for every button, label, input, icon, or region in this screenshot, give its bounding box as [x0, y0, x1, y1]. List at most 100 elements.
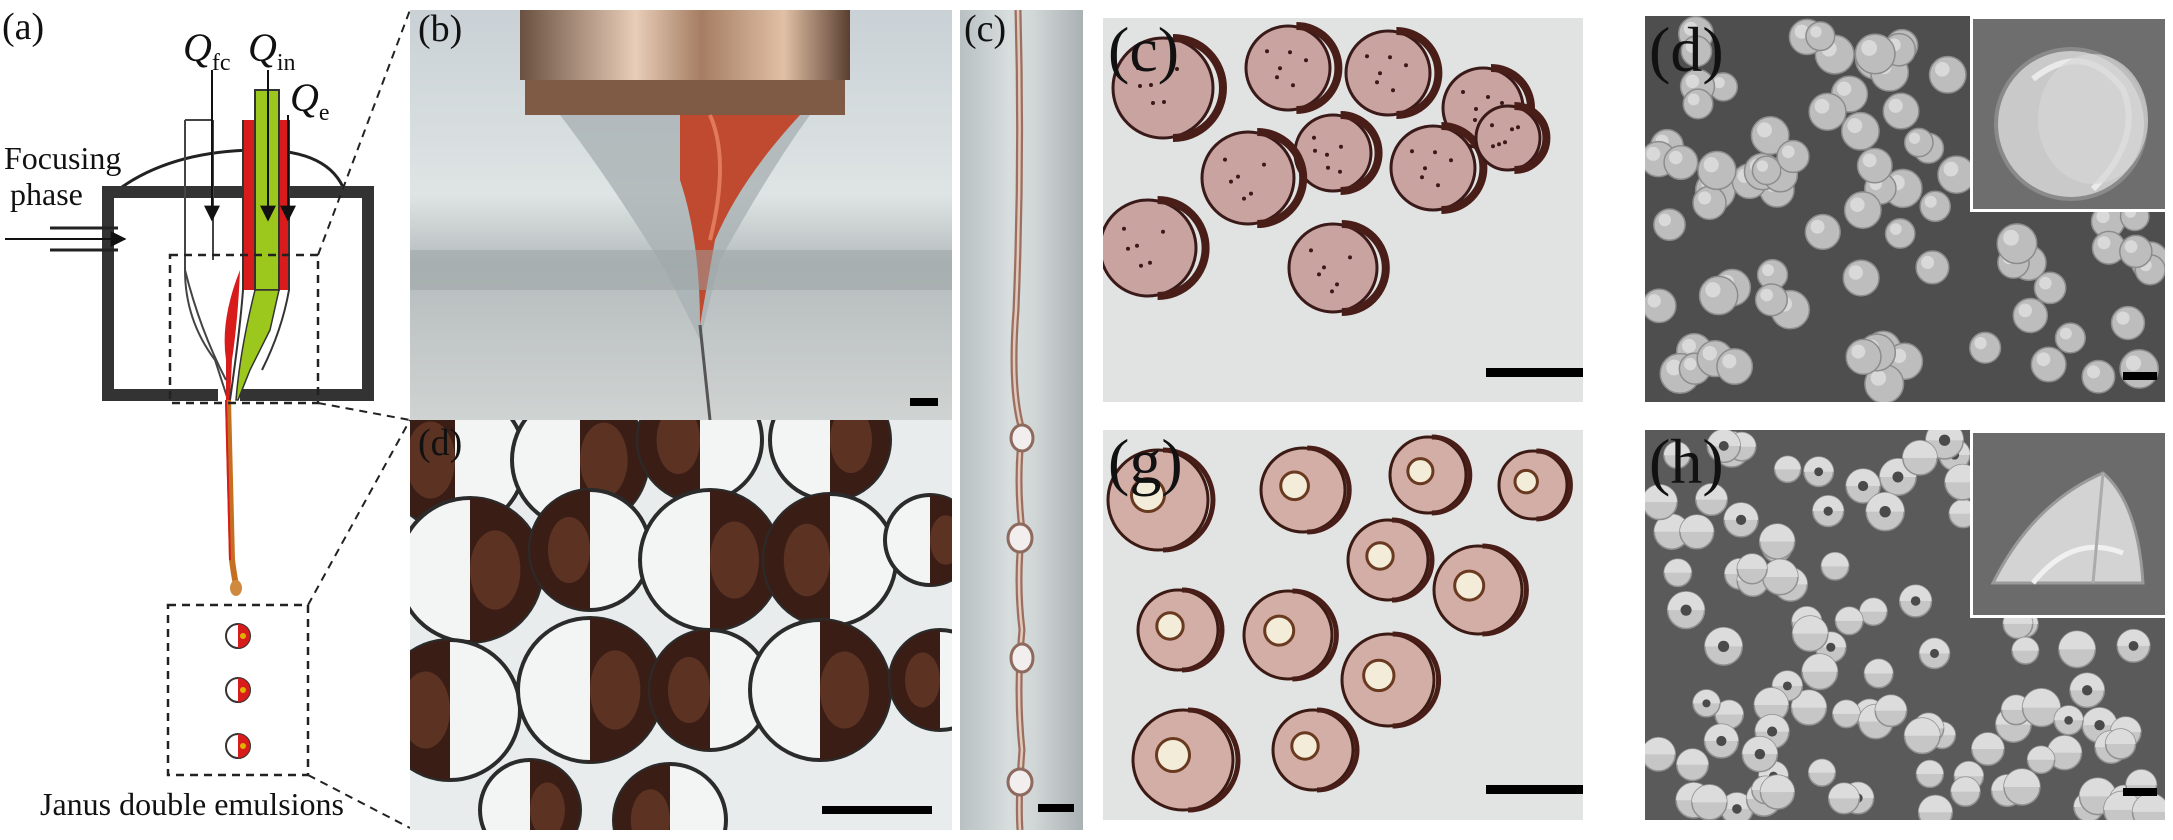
sem-sphere [2119, 234, 2153, 269]
panel-label-c: (c) [1108, 18, 1180, 85]
janus-droplet-icon [225, 623, 251, 649]
schematic-panel: (a) Qfc Qin Qe Focusing phase Janus doub… [0, 0, 411, 835]
sem-sphere [1969, 331, 2002, 364]
janus-droplet [883, 493, 952, 587]
sem-hemisphere [1863, 658, 1894, 689]
hollow-particle [1259, 445, 1352, 535]
sem-hemisphere [1917, 794, 1953, 820]
janus-droplet-icon [225, 733, 251, 759]
sem-sphere [2030, 346, 2067, 383]
janus-droplet [638, 488, 782, 632]
sem-hemisphere [1758, 523, 1796, 560]
flow-rate-qin: Qin [248, 28, 296, 76]
hollow-particle [1346, 517, 1435, 603]
sem-hemisphere [1753, 687, 1790, 723]
janus-droplet-icon [225, 677, 251, 703]
microparticle [1293, 111, 1383, 195]
sem-hemisphere [1736, 553, 1768, 585]
sem-hemisphere [1859, 597, 1888, 627]
sem-hemisphere [1807, 758, 1837, 787]
sem-hemisphere [2046, 734, 2083, 771]
panel-c-microparticles: (c) [1103, 18, 1583, 402]
hollow-particle [1242, 588, 1339, 682]
jet-bulge [1006, 767, 1034, 797]
panel-d-janus-droplets: (d) [410, 420, 952, 830]
sem-hemisphere [2003, 768, 2041, 806]
scale-bar [2123, 788, 2157, 796]
scale-bar [910, 398, 938, 406]
sem-hemisphere [1812, 494, 1845, 528]
janus-droplet [528, 488, 652, 612]
scale-bar [822, 806, 932, 814]
sem-hemisphere [1714, 699, 1745, 730]
sem-hemisphere [2103, 790, 2142, 820]
sem-hemisphere [1741, 735, 1779, 773]
sem-sphere [2012, 297, 2049, 334]
sem-sphere [1915, 250, 1950, 285]
sem-sphere [1919, 190, 1952, 223]
sem-hemisphere [1723, 502, 1759, 538]
sem-sphere [1804, 213, 1841, 251]
sem-sphere [1843, 191, 1882, 230]
panel-label-h: (h) [1649, 430, 1724, 497]
janus-droplet [516, 616, 664, 764]
hollow-particle [1497, 448, 1573, 522]
sem-sphere [1653, 208, 1686, 242]
sem-sphere [1678, 352, 1712, 385]
sem-hemisphere [2116, 628, 2151, 663]
sem-hemisphere [1706, 430, 1741, 464]
sem-hemisphere [1918, 637, 1951, 670]
sem-hemisphere [1950, 776, 1981, 807]
scale-bar [1486, 785, 1583, 794]
hollow-particle [1271, 707, 1360, 793]
sem-inset [1970, 430, 2165, 618]
panel-d-sem-spheres: (d) [1645, 16, 2165, 402]
sem-hemisphere [1845, 468, 1881, 504]
sem-hemisphere [1865, 491, 1905, 532]
sem-sphere [1854, 33, 1896, 75]
sem-hemisphere [2069, 672, 2106, 709]
microparticle [1287, 220, 1390, 316]
hollow-particle [1106, 447, 1216, 553]
sem-sphere [1842, 259, 1880, 297]
hollow-particle [1432, 543, 1529, 637]
microparticle [1103, 196, 1210, 300]
sem-hemisphere [1902, 439, 1938, 476]
scale-bar [1038, 804, 1074, 812]
sem-hemisphere [1676, 748, 1709, 782]
janus-droplet [748, 618, 892, 762]
sem-sphere [1716, 348, 1754, 385]
janus-droplet [410, 638, 522, 782]
sem-sphere [1996, 223, 2038, 265]
sem-hemisphere [1703, 723, 1740, 759]
nozzle-tip [520, 10, 850, 80]
panel-c-jet-thread: (c) [960, 10, 1083, 830]
janus-droplet [410, 496, 544, 644]
sem-hemisphere [2011, 636, 2040, 665]
microparticle [1344, 27, 1443, 119]
flow-rate-subscript: in [276, 50, 296, 76]
sem-hemisphere [1903, 717, 1941, 755]
sem-sphere [1776, 139, 1810, 174]
sem-hemisphere [1720, 792, 1754, 820]
panel-label-d: (d) [418, 422, 463, 464]
microparticle [1474, 102, 1551, 174]
sem-hemisphere [1645, 484, 1678, 521]
jet-bulge [1006, 522, 1034, 554]
sem-hemisphere [1898, 584, 1933, 618]
panel-h-sem-hemispheres: (h) [1645, 430, 2165, 820]
sem-hemisphere [1692, 689, 1721, 718]
scale-bar [2123, 372, 2157, 380]
focusing-phase-label: Focusing phase [4, 140, 121, 212]
microparticle [1244, 22, 1343, 114]
hollow-particle [1136, 587, 1225, 673]
sem-hemisphere [1827, 782, 1861, 815]
sem-sphere [1751, 155, 1782, 186]
flow-rate-qe: Qe [290, 78, 330, 126]
panel-label-b: (b) [418, 10, 463, 50]
sem-sphere [1884, 218, 1916, 249]
microparticle [1111, 34, 1227, 142]
sem-sphere [1754, 283, 1788, 317]
sem-hemisphere [1666, 590, 1706, 630]
zoom-box-nozzle [168, 253, 320, 405]
